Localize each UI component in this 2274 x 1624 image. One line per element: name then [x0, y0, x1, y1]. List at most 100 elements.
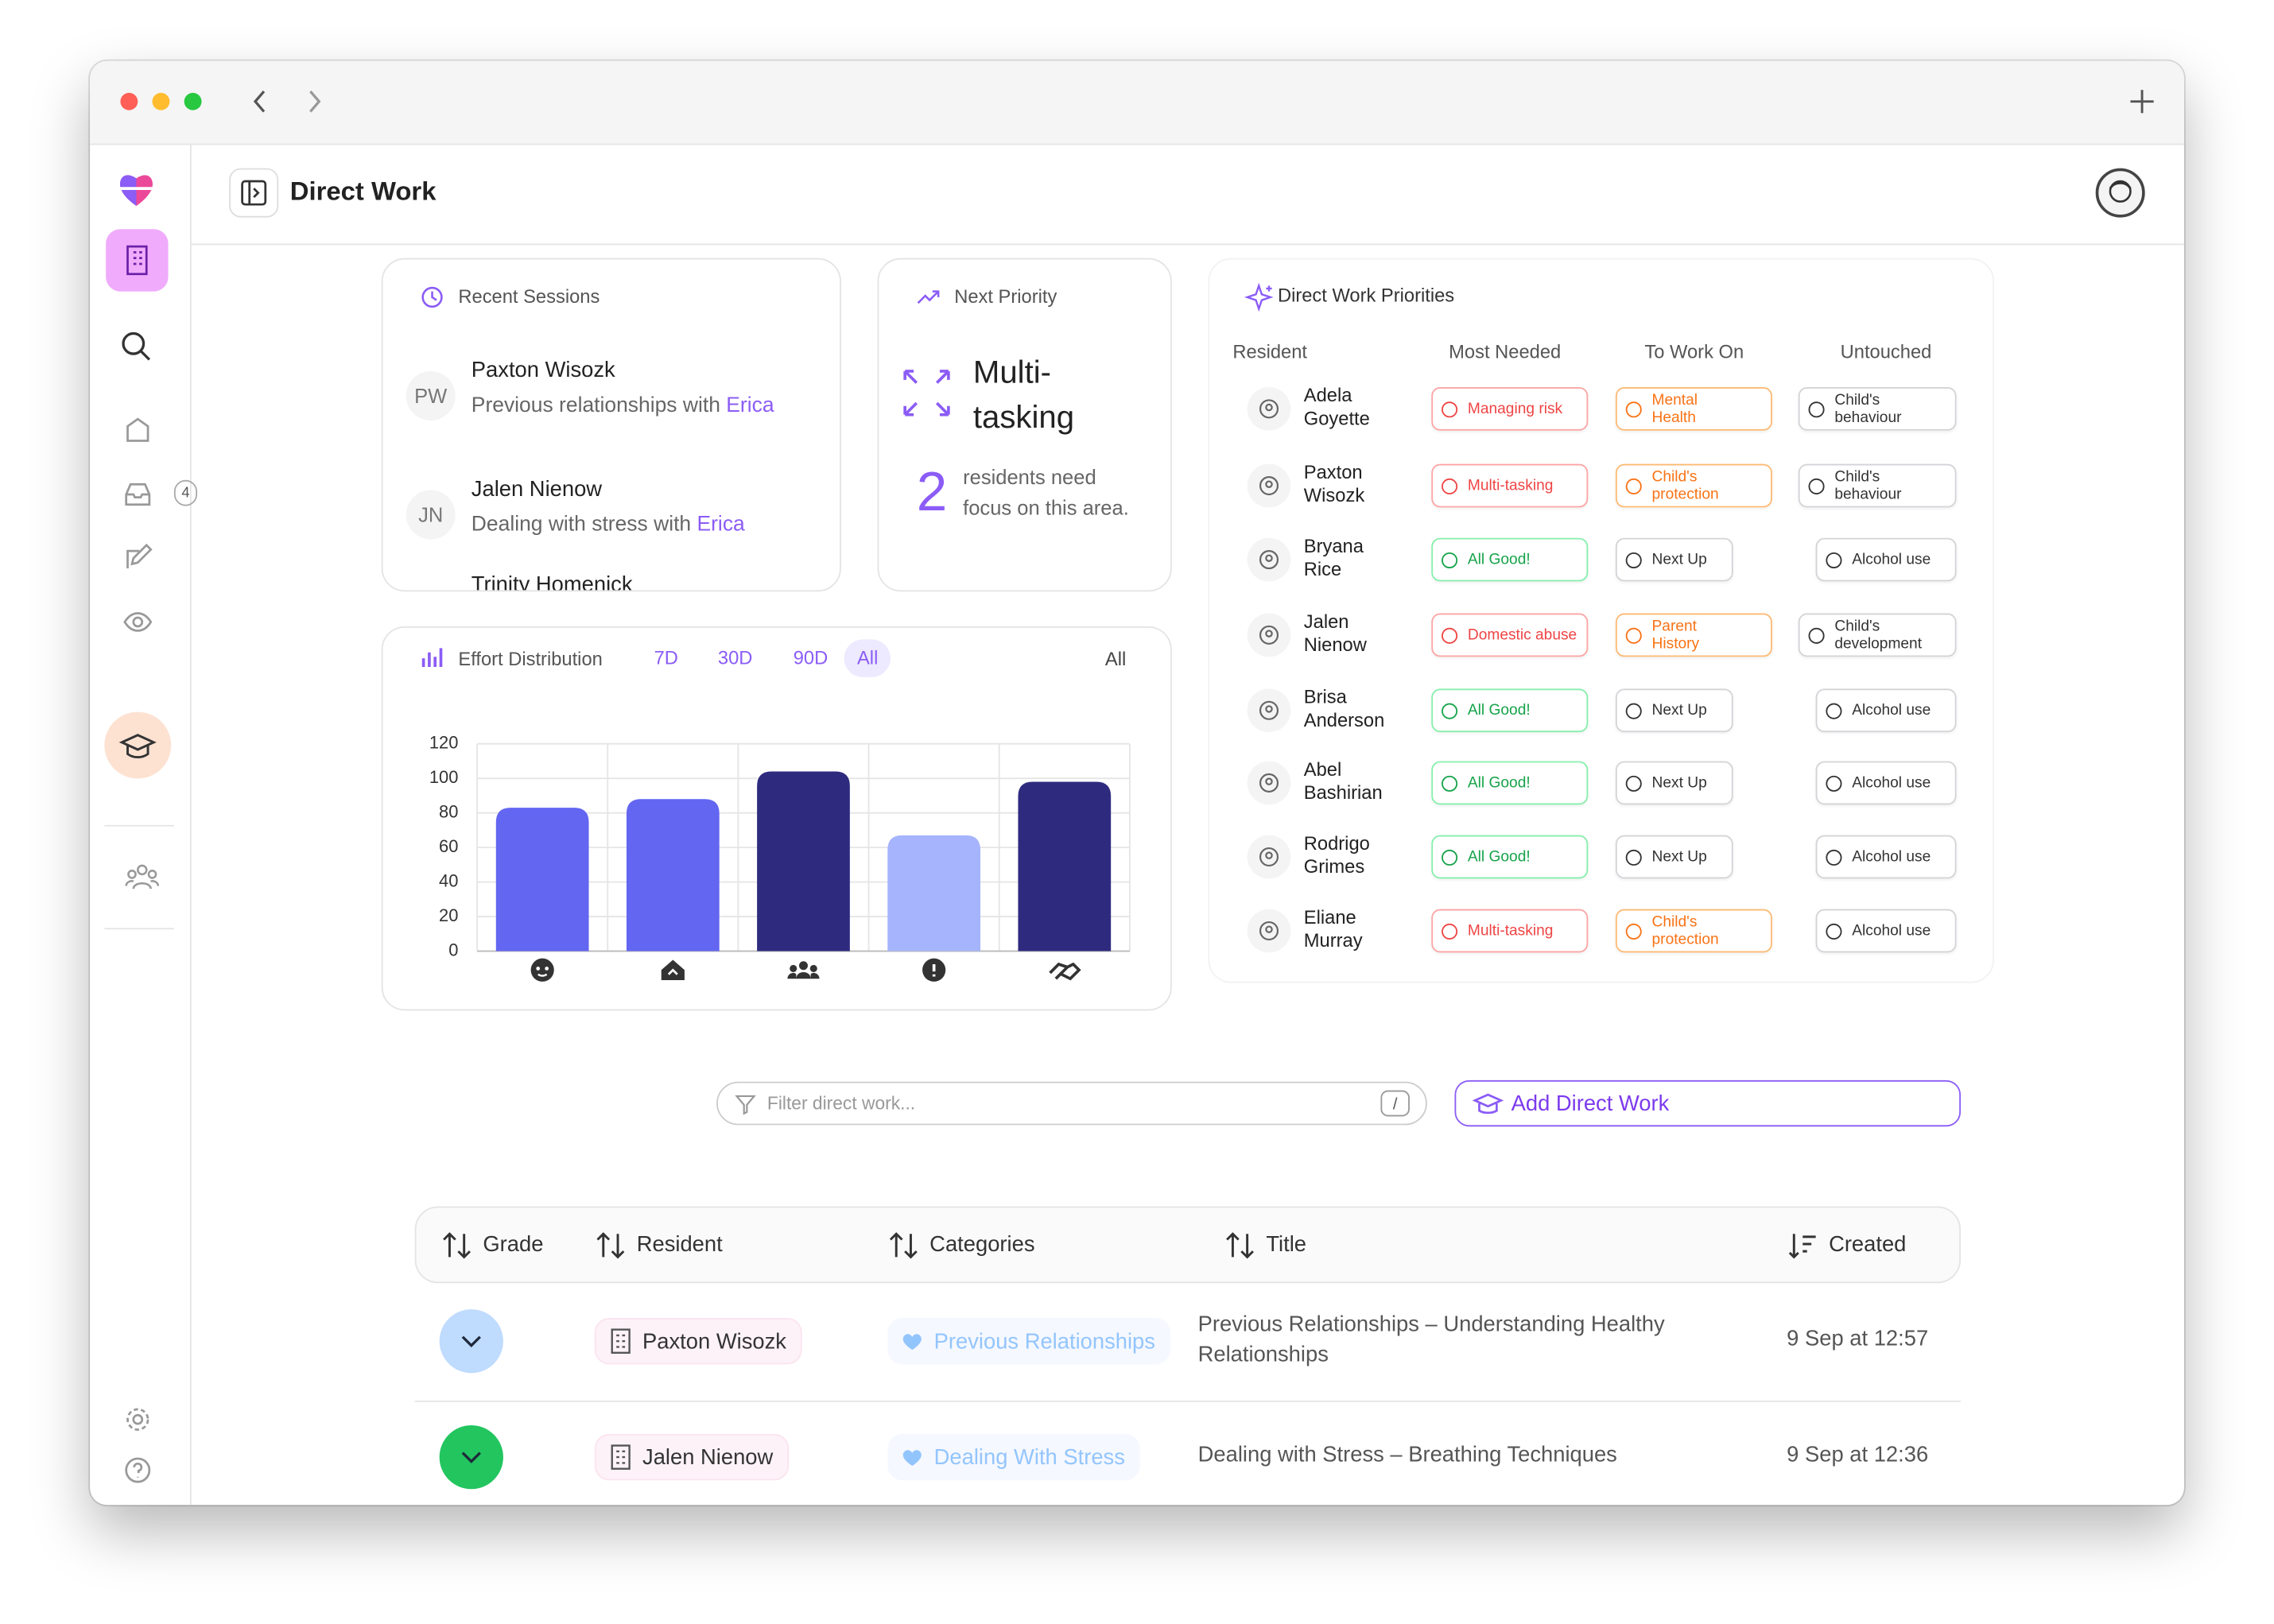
column-header[interactable]: Created: [1829, 1232, 1907, 1258]
badge-icon: [1808, 626, 1825, 643]
range-tab[interactable]: 90D: [793, 646, 828, 669]
session-name: Jalen Nienow: [471, 477, 603, 502]
nav-settings[interactable]: [122, 1404, 153, 1436]
priority-badge[interactable]: Alcohol use: [1815, 761, 1957, 805]
y-tick-label: 20: [439, 905, 458, 925]
minimize-button[interactable]: [152, 92, 170, 110]
badge-label: Child's protection: [1651, 468, 1719, 503]
priority-badge[interactable]: Domestic abuse: [1431, 613, 1589, 657]
icon: [1259, 921, 1279, 941]
grade-indicator[interactable]: [439, 1424, 503, 1490]
resident-avatar: [1247, 463, 1291, 508]
badge-label: Multi-tasking: [1467, 922, 1554, 940]
row-divider: [414, 1400, 1962, 1402]
category-pill: Dealing With Stress: [887, 1433, 1140, 1481]
filter-placeholder: Filter direct work...: [766, 1093, 916, 1114]
resident-avatar: [1247, 835, 1291, 879]
bar: [1018, 781, 1112, 952]
icon: [1259, 700, 1279, 720]
nav-arrows[interactable]: [243, 84, 330, 119]
column-header[interactable]: Categories: [929, 1232, 1035, 1258]
priority-badge[interactable]: Child's behaviour: [1798, 387, 1957, 431]
priority-badge[interactable]: Child's protection: [1615, 909, 1772, 953]
recent-sessions-card: Recent Sessions PW Paxton Wisozk Previous r…: [381, 258, 841, 592]
nav-residences[interactable]: [106, 229, 169, 292]
priority-badge[interactable]: All Good!: [1431, 835, 1589, 879]
badge-icon: [1442, 478, 1458, 494]
bar: [626, 799, 720, 952]
filter-input: Filter direct work... /: [716, 1081, 1427, 1126]
nav-search[interactable]: [119, 329, 154, 364]
add-direct-work-button[interactable]: Add Direct Work: [1454, 1079, 1962, 1127]
priority-badge[interactable]: All Good!: [1431, 688, 1589, 733]
nav-inbox[interactable]: [122, 479, 153, 510]
user-avatar[interactable]: [2095, 168, 2145, 218]
column-header: Untouched: [1840, 340, 1932, 362]
column-header[interactable]: Grade: [483, 1232, 544, 1258]
icon: [1259, 847, 1279, 867]
session-staff[interactable]: Erica: [726, 394, 774, 418]
zoom-button[interactable]: [184, 92, 202, 110]
effort-distribution-card: Effort Distribution 7D 30D 90D All All 0 20 40 60…: [381, 626, 1172, 1011]
icon: [917, 290, 940, 304]
sort-icon: [1788, 1234, 1816, 1259]
session-topic: Previous relationships with: [471, 394, 720, 418]
priority-badge[interactable]: All Good!: [1431, 537, 1589, 582]
column-header[interactable]: Resident: [636, 1232, 723, 1258]
sort-icon: [443, 1232, 471, 1259]
button-label: Add Direct Work: [1511, 1091, 1670, 1117]
sidebar: 4: [90, 143, 198, 1506]
icon: [461, 1335, 481, 1347]
priority-badge[interactable]: Next Up: [1615, 835, 1733, 879]
priority-badge[interactable]: Alcohol use: [1815, 835, 1957, 879]
nav-team[interactable]: [125, 861, 160, 893]
work-title: Previous Relationships – Understanding H…: [1197, 1312, 1665, 1368]
inbox-badge: 4: [173, 479, 198, 506]
page-header: Direct Work: [191, 144, 2184, 246]
new-tab[interactable]: [2128, 87, 2156, 115]
filter-dropdown: All: [1104, 648, 1127, 670]
priority-badge[interactable]: Next Up: [1615, 537, 1733, 582]
close-button[interactable]: [120, 92, 138, 110]
y-tick-label: 120: [429, 732, 458, 752]
icon: [735, 1095, 756, 1115]
range-tab[interactable]: 30D: [717, 646, 753, 669]
session-staff[interactable]: Erica: [697, 513, 745, 537]
y-tick-label: 80: [439, 801, 458, 821]
nav-help[interactable]: [122, 1454, 153, 1486]
priority-badge[interactable]: Next Up: [1615, 761, 1733, 805]
y-tick-label: 40: [439, 870, 458, 890]
priority-badge[interactable]: Managing risk: [1431, 387, 1589, 431]
icon: [1259, 625, 1279, 645]
priority-badge[interactable]: Alcohol use: [1815, 688, 1957, 733]
icon: [1259, 550, 1279, 570]
toggle-sidebar[interactable]: [229, 168, 279, 218]
icon: [461, 1452, 481, 1463]
badge-icon: [1442, 626, 1458, 643]
icon: [1244, 282, 1274, 312]
priority-badge[interactable]: Parent History: [1615, 613, 1772, 657]
priority-badge[interactable]: All Good!: [1431, 761, 1589, 805]
icon: [903, 370, 950, 417]
grade-indicator[interactable]: [439, 1309, 503, 1374]
priority-badge[interactable]: Child's behaviour: [1798, 463, 1957, 508]
range-tab[interactable]: 7D: [654, 646, 678, 669]
badge-label: Next Up: [1651, 774, 1707, 792]
nav-observations[interactable]: [122, 606, 153, 638]
nav-notes[interactable]: [122, 542, 153, 574]
priority-badge[interactable]: Alcohol use: [1815, 909, 1957, 953]
priority-badge[interactable]: Next Up: [1615, 688, 1733, 733]
badge-label: Alcohol use: [1852, 701, 1931, 719]
priority-badge[interactable]: Child's development: [1798, 613, 1957, 657]
priority-badge[interactable]: Multi-tasking: [1431, 463, 1589, 508]
priority-badge[interactable]: Mental Health: [1615, 387, 1772, 431]
bar: [887, 835, 981, 952]
priority-badge[interactable]: Alcohol use: [1815, 537, 1957, 582]
nav-direct-work[interactable]: [104, 711, 172, 779]
range-tab[interactable]: All: [844, 639, 891, 677]
priority-badge[interactable]: Multi-tasking: [1431, 909, 1589, 953]
column-header[interactable]: Title: [1266, 1232, 1307, 1258]
nav-home[interactable]: [122, 415, 153, 447]
priority-badge[interactable]: Child's protection: [1615, 463, 1772, 508]
